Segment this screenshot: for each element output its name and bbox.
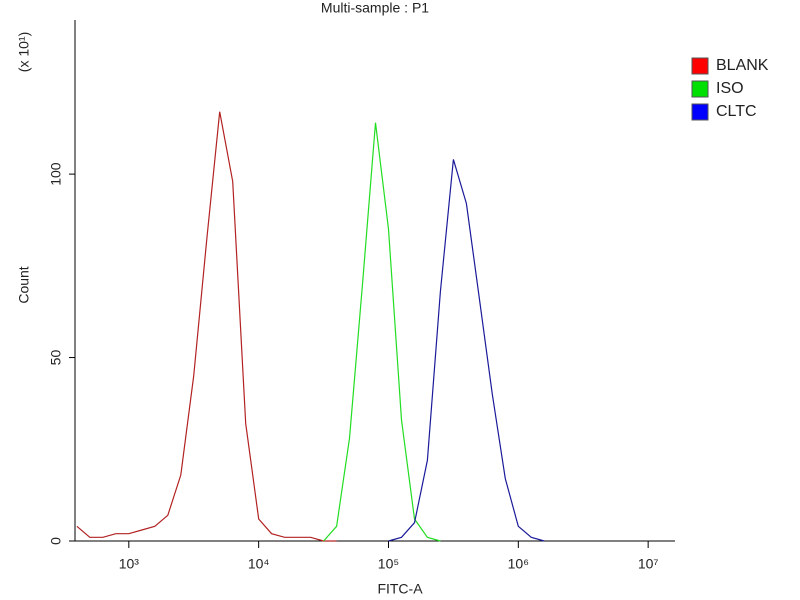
legend-swatch [691, 80, 709, 98]
x-axis-label: FITC-A [377, 581, 423, 597]
y-tick-label: 100 [48, 162, 64, 186]
x-tick-label: 10⁵ [378, 556, 399, 572]
legend-label: ISO [716, 80, 744, 97]
y-axis-label: Count [16, 266, 32, 303]
series-line [323, 122, 441, 542]
legend-label: CLTC [716, 103, 757, 120]
y-tick-label: 0 [48, 537, 64, 545]
x-tick-label: 10³ [119, 556, 140, 572]
chart-title: Multi-sample : P1 [321, 0, 429, 16]
series-line [76, 111, 337, 542]
x-tick-label: 10⁴ [248, 556, 270, 572]
legend-swatch [691, 57, 709, 75]
series-line [388, 159, 545, 542]
legend-swatch [691, 103, 709, 121]
x-tick-label: 10⁶ [508, 556, 529, 572]
legend-label: BLANK [716, 57, 769, 74]
y-unit-label: (x 10¹) [16, 32, 32, 72]
x-tick-label: 10⁷ [638, 556, 659, 572]
y-tick-label: 50 [48, 350, 64, 366]
